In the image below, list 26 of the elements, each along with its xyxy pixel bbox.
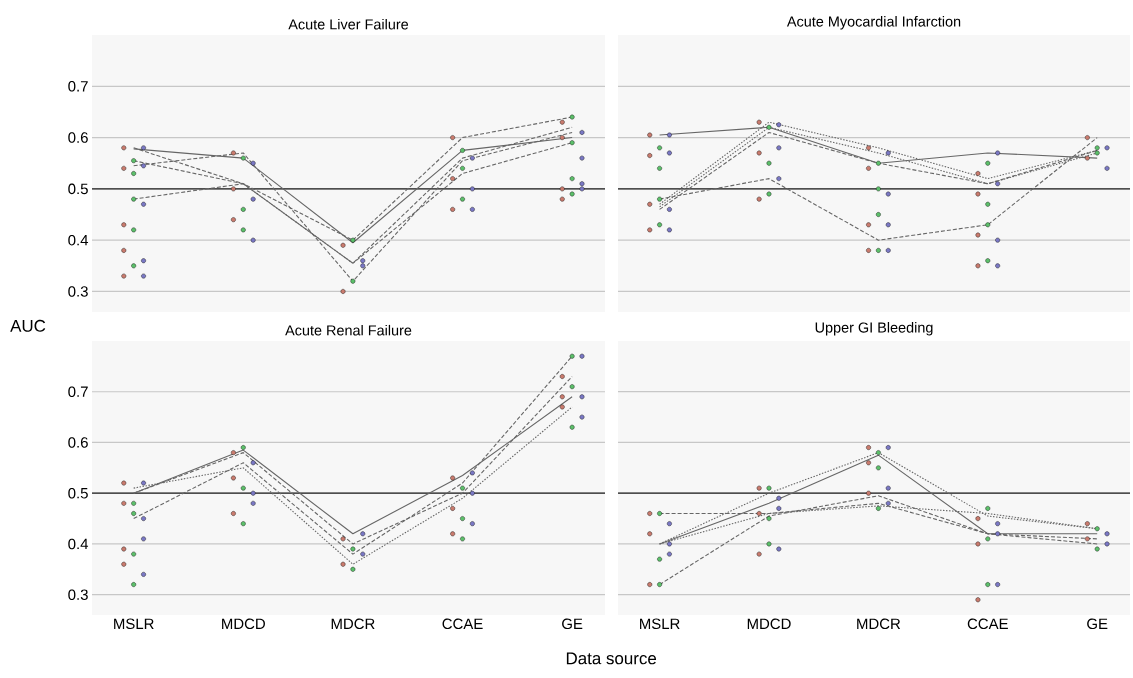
y-tick-label: 0.4 — [68, 538, 89, 550]
y-tick-label: 0.6 — [68, 437, 88, 448]
y-tick-label: 0.6 — [68, 132, 88, 143]
x-tick-label: GE — [1087, 618, 1108, 630]
chart-title: Acute Renal Failure — [285, 324, 412, 336]
y-tick-label: 0.5 — [68, 183, 88, 195]
y-tick-label: 0.7 — [68, 80, 88, 92]
x-tick-label: MSLR — [114, 618, 154, 630]
x-tick-label: MDCD — [222, 618, 265, 630]
y-tick-label: 0.7 — [68, 386, 88, 398]
y-tick-label: 0.4 — [68, 234, 89, 246]
x-tick-label: MDCD — [747, 618, 791, 630]
x-tick-label: MDCR — [857, 618, 901, 630]
chart-title: Upper GI Bleeding — [815, 322, 933, 336]
x-tick-label: GE — [562, 618, 583, 630]
x-tick-label: CCAE — [967, 618, 1008, 630]
y-tick-label: 0.3 — [68, 589, 88, 600]
chart-title: Acute Myocardial Infarction — [786, 16, 961, 30]
x-tick-label: MDCR — [331, 618, 375, 630]
y-tick-label: 0.5 — [68, 487, 88, 499]
x-axis-title: Data source — [566, 652, 657, 665]
y-tick-label: 0.3 — [68, 286, 88, 297]
x-tick-label: MSLR — [640, 618, 680, 630]
y-axis-title: AUC — [10, 319, 46, 332]
x-tick-label: CCAE — [442, 618, 483, 630]
chart-title: Acute Liver Failure — [288, 18, 409, 30]
